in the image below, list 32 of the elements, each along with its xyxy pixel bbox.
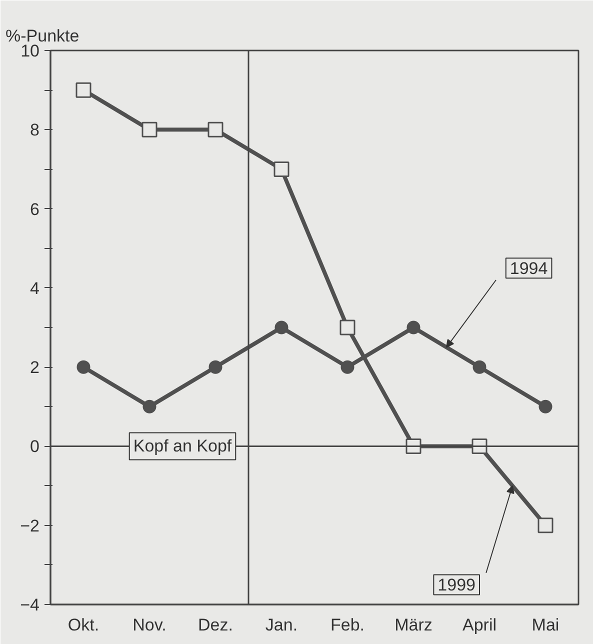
- point: [340, 360, 354, 374]
- text: 1999: [438, 576, 476, 595]
- y-tick-label: 0: [30, 437, 40, 456]
- text: 1994: [510, 259, 548, 278]
- point: [274, 320, 288, 334]
- point: [472, 360, 486, 374]
- x-tick-label: April: [462, 616, 497, 634]
- x-tick-label: Okt.: [68, 616, 100, 634]
- point: [208, 360, 222, 374]
- x-tick-label: Feb.: [330, 616, 365, 634]
- x-tick-label: Dez.: [198, 616, 233, 634]
- y-tick-label: 6: [30, 200, 40, 219]
- point: [76, 82, 92, 98]
- y-tick-label: −2: [20, 516, 40, 536]
- x-tick-label: Mai: [532, 616, 560, 634]
- y-tick-label: −4: [20, 596, 40, 614]
- point: [208, 122, 224, 138]
- y-tick-label: 4: [30, 278, 40, 298]
- y-tick-label: 8: [30, 120, 40, 140]
- y-tick-label: 2: [30, 358, 40, 378]
- ref-line-label: Kopf an Kopf: [133, 436, 232, 456]
- x-tick-label: Jan.: [265, 616, 298, 634]
- point: [142, 122, 158, 138]
- x-tick-label: Nov.: [132, 616, 166, 634]
- point: [406, 320, 420, 334]
- point: [340, 320, 356, 336]
- point: [274, 161, 290, 177]
- point: [142, 400, 156, 414]
- x-tick-label: März: [394, 616, 432, 634]
- point: [538, 518, 554, 534]
- point: [538, 400, 552, 414]
- point: [76, 360, 90, 374]
